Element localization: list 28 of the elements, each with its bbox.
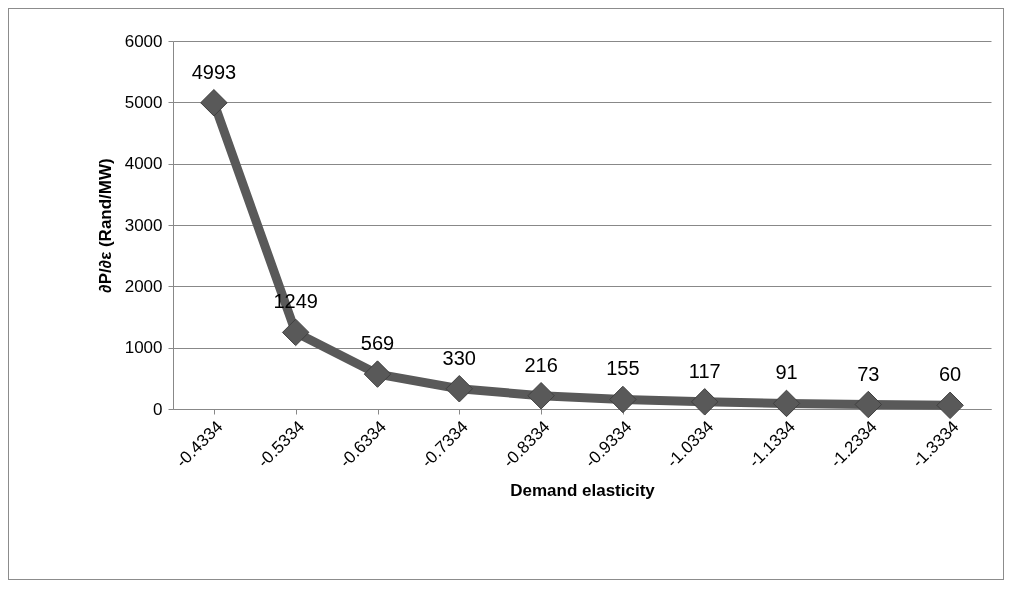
data-label: 330 (442, 346, 476, 369)
point (690, 388, 719, 416)
point (527, 382, 555, 410)
y-tick-label: 5000 (124, 92, 163, 112)
data-label: 155 (606, 357, 640, 380)
data-label: 569 (360, 332, 395, 355)
y-axis-title: ∂P/∂ε (Rand/MW) (95, 158, 115, 293)
data-label: 4993 (191, 60, 237, 83)
data-label: 73 (857, 362, 880, 385)
y-tick-label: 1000 (124, 338, 163, 358)
point (445, 375, 474, 403)
y-tick-label: 6000 (124, 31, 163, 51)
point (854, 390, 883, 419)
x-axis-title: Demand elasticity (510, 480, 656, 500)
point (200, 89, 228, 117)
y-tick-label: 3000 (124, 215, 163, 235)
y-tick-label: 2000 (124, 276, 163, 296)
point (609, 385, 637, 414)
point (363, 360, 392, 388)
point (281, 318, 310, 347)
y-tick-label: 0 (153, 399, 163, 419)
data-label: 60 (938, 363, 962, 386)
data-label: 216 (524, 353, 558, 376)
data-label: 91 (775, 361, 798, 384)
y-tick-label: 4000 (124, 154, 163, 174)
data-label: 117 (688, 359, 721, 382)
point (772, 389, 801, 418)
point (936, 391, 964, 420)
